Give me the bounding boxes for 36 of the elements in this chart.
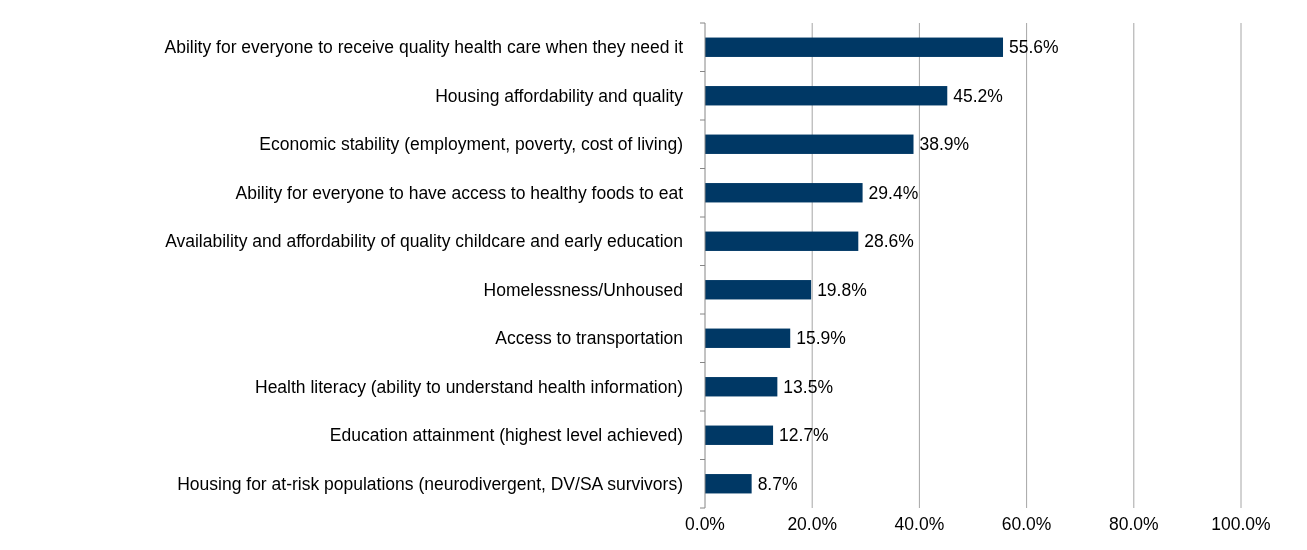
y-tick-label: Availability and affordability of quality childcare and early education (165, 231, 683, 252)
bar (705, 134, 914, 154)
y-tick-label: Economic stability (employment, poverty, cost of living) (259, 134, 683, 155)
bar (705, 280, 812, 300)
data-label: 29.4% (868, 182, 919, 203)
bar (705, 86, 948, 106)
y-tick-label: Housing affordability and quality (435, 85, 684, 106)
bar (705, 231, 859, 251)
data-label: 15.9% (796, 328, 846, 349)
bar (705, 37, 1004, 57)
data-label: 55.6% (1009, 37, 1059, 58)
data-label: 38.9% (919, 134, 970, 155)
x-tick-label: 60.0% (1001, 514, 1052, 534)
data-label: 28.6% (864, 231, 914, 252)
bar (705, 474, 752, 494)
y-tick-label: Health literacy (ability to understand health information) (255, 376, 683, 397)
y-tick-label: Ability for everyone to receive quality health care when they need it (164, 37, 684, 58)
data-label: 45.2% (953, 85, 1003, 106)
bar (705, 328, 791, 348)
x-tick-label: 20.0% (787, 514, 838, 534)
x-tick-label: 100.0% (1211, 514, 1271, 534)
y-tick-label: Ability for everyone to have access to healthy foods to eat (235, 182, 684, 203)
y-tick-label: Housing for at-risk populations (neurodivergent, DV/SA survivors) (177, 473, 683, 494)
data-label: 8.7% (757, 473, 798, 494)
x-tick-label: 40.0% (894, 514, 945, 534)
y-tick-label: Homelessness/Unhoused (483, 279, 683, 300)
data-label: 12.7% (779, 425, 829, 446)
bar (705, 425, 774, 445)
bar (705, 377, 778, 397)
y-tick-label: Education attainment (highest level achieved) (329, 425, 683, 446)
x-tick-label: 0.0% (685, 514, 725, 534)
data-label: 19.8% (817, 279, 867, 300)
data-label: 13.5% (783, 376, 833, 397)
y-tick-label: Access to transportation (495, 328, 683, 349)
x-tick-label: 80.0% (1108, 514, 1159, 534)
bar (705, 183, 863, 203)
